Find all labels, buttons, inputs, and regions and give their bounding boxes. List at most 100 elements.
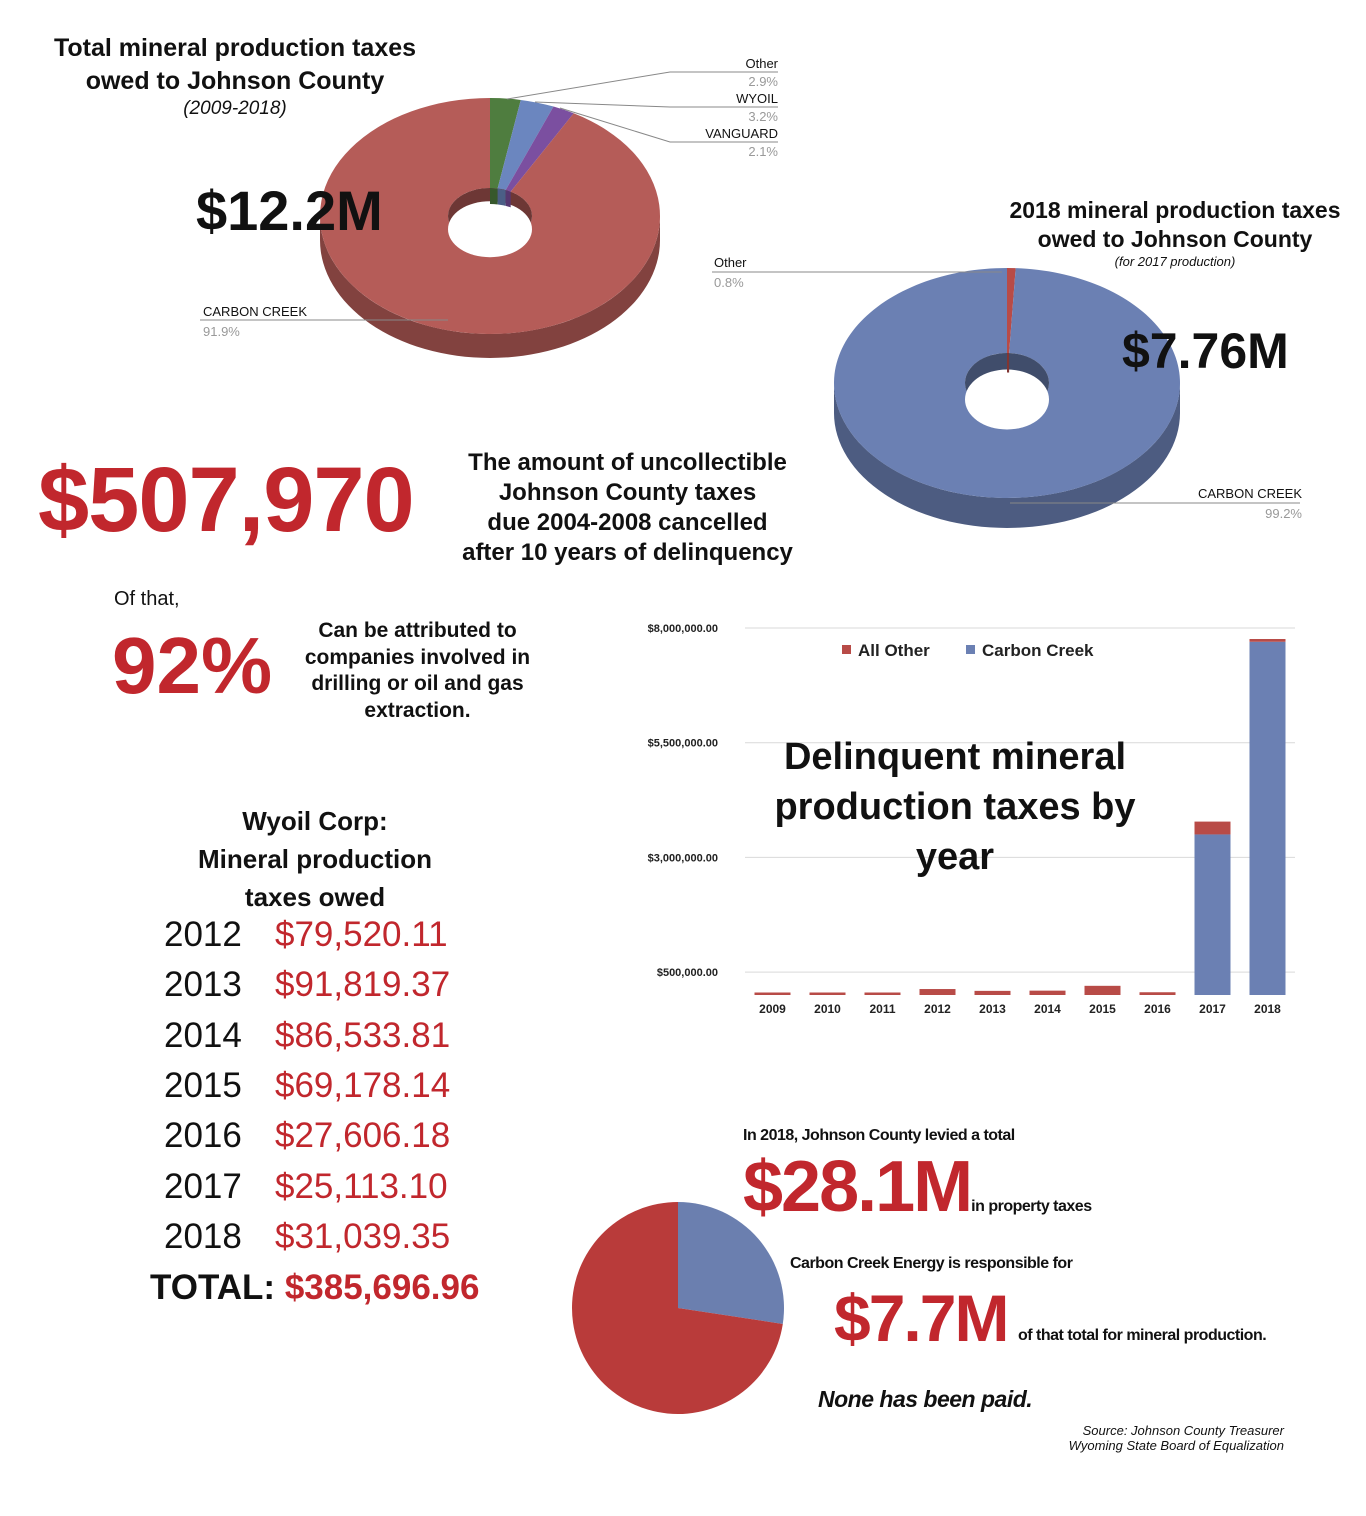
source-credit: Source: Johnson County Treasurer Wyoming… [1000,1423,1284,1453]
donut-slice-vanguard [505,106,574,192]
slice-pct: 0.8% [714,275,744,290]
donut-2018-chart [833,268,1180,528]
x-tick-label: 2015 [1089,1002,1116,1016]
x-tick-label: 2018 [1254,1002,1281,1016]
wyoil-total-amount: $385,696.96 [284,1268,480,1307]
donut-slice-carbon-creek [833,268,1180,498]
wyoil-row-year: 2015 [164,1065,242,1105]
donut-total-amount: $12.2M [196,179,383,242]
wyoil-row-year: 2014 [164,1015,242,1055]
property-cc-line: Carbon Creek Energy is responsible for [790,1255,1073,1272]
donut-2018-amount: $7.76M [1122,323,1289,379]
wyoil-row: 2014 $86,533.81 [150,1016,490,1066]
slice-name: Other [714,255,747,270]
property-cc-amount: $7.7M [834,1281,1009,1355]
wyoil-row-year: 2012 [164,915,242,954]
uncollectible-amount: $507,970 [38,449,415,551]
wyoil-row-amount: $25,113.10 [275,1166,448,1206]
bar-all-other-2017 [1194,821,1231,835]
wyoil-title-line3: taxes owed [244,882,386,912]
wyoil-row-year: 2013 [164,965,242,1005]
wyoil-title-line1: Wyoil Corp: [242,806,388,836]
donut-total-label-vanguard: VANGUARD 2.1% [640,125,778,161]
legend-label: Carbon Creek [982,641,1094,660]
source-line2: Wyoming State Board of Equalization [1068,1438,1284,1453]
slice-pct: 2.1% [748,144,778,159]
property-tax-pie [572,1202,784,1414]
x-tick-label: 2010 [814,1002,841,1016]
property-amount-row: $28.1Min property taxes [743,1146,1092,1228]
wyoil-row: 2012 $79,520.11 [150,915,490,965]
slice-name: Other [745,56,778,71]
property-amount-suffix: in property taxes [971,1198,1092,1215]
bar-all-other-2009 [754,992,791,995]
wyoil-row-year: 2016 [164,1116,242,1156]
delinquent-bar-chart: $500,000.00 $3,000,000.00 $5,500,000.00 $8,… [648,623,1295,1016]
bar-all-other-2011 [864,992,901,995]
bar-all-other-2013 [974,990,1011,995]
slice-pct: 99.2% [1265,506,1302,521]
donut-total-title-line1: Total mineral production taxes [53,34,417,62]
wyoil-row: 2015 $69,178.14 [150,1066,490,1116]
wyoil-row-amount: $27,606.18 [275,1116,451,1156]
bar-all-other-2012 [919,989,956,995]
donut-slice-other [490,98,521,189]
x-tick-label: 2013 [979,1002,1006,1016]
x-tick-label: 2017 [1199,1002,1226,1016]
legend-swatch [966,645,975,654]
wyoil-row-amount: $86,533.81 [275,1015,451,1055]
bar-chart-title-line3: year [915,836,995,878]
donut-total-title: Total mineral production taxes owed to J… [20,32,450,98]
bar-chart-title-line2: production taxes by [774,786,1136,828]
bar-all-other-2018 [1249,639,1286,642]
attrib-pct: 92% [112,621,273,710]
slice-name: WYOIL [736,91,778,106]
y-tick-label: $5,500,000.00 [648,738,718,750]
donut-slice-other [1007,268,1016,354]
attrib-description: Can be attributed to companies involved … [290,618,545,724]
slice-pct: 2.9% [748,74,778,89]
wyoil-total-row: TOTAL: $385,696.96 [150,1268,479,1308]
attrib-intro: Of that, [114,588,180,610]
wyoil-title: Wyoil Corp: Mineral production taxes owe… [160,802,470,916]
donut-total-title-line2: owed to Johnson County [85,67,385,95]
leader-line-other [506,71,778,100]
donut-2018-title-line2: owed to Johnson County [1037,226,1313,252]
donut-hole-floor [965,372,1049,427]
donut-total-leader-lines [200,71,778,321]
uncollectible-line2: Johnson County taxes [498,479,757,506]
x-tick-label: 2012 [924,1002,951,1016]
wyoil-row: 2016 $27,606.18 [150,1116,490,1166]
donut-2018-leader-lines [712,271,1300,504]
slice-name: CARBON CREEK [203,304,308,319]
donut-2018-title-line1: 2018 mineral production taxes [1009,197,1341,223]
uncollectible-line3: due 2004-2008 cancelled [487,509,768,536]
slice-pct: 91.9% [203,324,240,339]
donut-total-label-carbon-creek: CARBON CREEK 91.9% [203,303,307,341]
uncollectible-line1: The amount of uncollectible [468,449,787,476]
attrib-line2: companies involved in [304,645,531,669]
property-none-paid: None has been paid. [818,1386,1033,1412]
x-tick-label: 2009 [759,1002,786,1016]
x-tick-label: 2016 [1144,1002,1171,1016]
y-tick-label: $3,000,000.00 [648,852,718,864]
wyoil-row: 2013 $91,819.37 [150,965,490,1015]
x-tick-label: 2014 [1034,1002,1061,1016]
bar-all-other-2014 [1029,990,1066,995]
wyoil-row: 2017 $25,113.10 [150,1167,490,1217]
bar-chart-title: Delinquent mineral production taxes by y… [740,732,1170,882]
donut-side-wall [834,383,1180,528]
slice-name: VANGUARD [705,126,778,141]
donut-total-chart [319,98,660,358]
donut-2018-label-other: Other 0.8% [714,253,747,293]
legend-label: All Other [858,641,930,660]
bar-all-other-2010 [809,992,846,995]
leader-line-vanguard [559,107,778,143]
bar-all-other-2015 [1084,985,1121,995]
donut-2018-subtitle: (for 2017 production) [1114,254,1236,269]
wyoil-row-amount: $91,819.37 [275,965,451,1005]
wyoil-row-amount: $79,520.11 [275,915,448,954]
x-tick-label: 2011 [869,1002,895,1016]
bar-carbon-creek-2017 [1194,834,1231,995]
donut-total-label-other: Other 2.9% [640,55,778,91]
